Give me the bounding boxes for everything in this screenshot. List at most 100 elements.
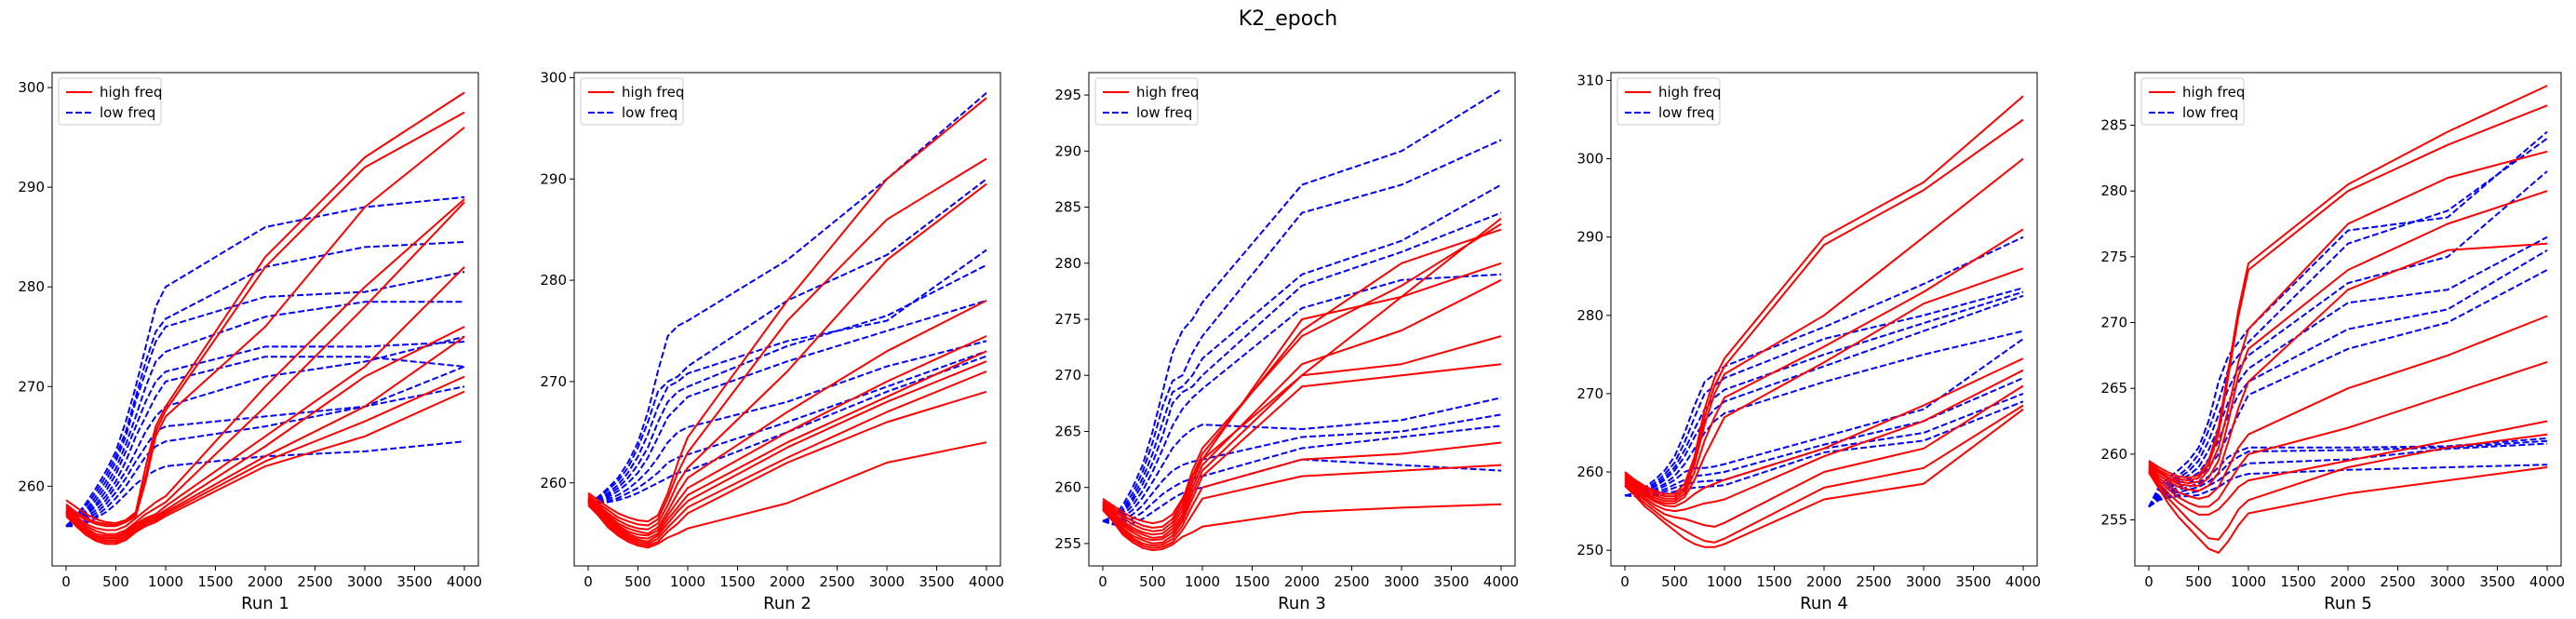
high-freq-line-1 <box>1102 217 1502 525</box>
high-freq-line-2 <box>587 157 987 527</box>
low-freq-line-3 <box>587 249 987 505</box>
high-freq-line-4 <box>65 198 465 532</box>
x-tick-label: 500 <box>2185 573 2212 590</box>
legend-box <box>58 77 162 126</box>
y-tick-label: 280 <box>1054 255 1081 272</box>
high-freq-line-10 <box>1102 503 1502 552</box>
high-freq-line-3 <box>587 182 987 531</box>
x-tick-label: 0 <box>1098 573 1107 590</box>
low-freq-line-1 <box>65 195 465 527</box>
high-freq-line-10 <box>1624 408 2024 548</box>
y-tick-label: 265 <box>2100 380 2127 397</box>
x-tick-label: 1500 <box>197 573 233 590</box>
legend-box <box>1094 77 1199 126</box>
high-freq-line-4 <box>1624 228 2024 503</box>
x-tick-label: 1500 <box>2280 573 2315 590</box>
x-tick-label: 2000 <box>248 573 283 590</box>
y-tick-label: 290 <box>1054 142 1081 159</box>
subplot-run-1: 0 500 1000 1500 2000 2500 3000 3500 4000 260 270 28… <box>18 72 482 613</box>
y-tick-label: 285 <box>2100 117 2127 134</box>
low-freq-line-7 <box>588 350 987 505</box>
x-tick-label: 3000 <box>2430 573 2465 590</box>
high-freq-line-8 <box>587 370 987 545</box>
y-tick-label: 300 <box>540 69 567 86</box>
series-lines <box>1102 88 1502 552</box>
high-freq-line-2 <box>65 111 465 527</box>
y-tick-label: 290 <box>1576 229 1603 246</box>
high-freq-line-2 <box>2148 104 2548 482</box>
x-axis-label: Run 2 <box>763 594 812 613</box>
high-freq-line-4 <box>1102 262 1502 536</box>
legend-high-label: high freq <box>1658 84 1721 101</box>
high-freq-line-1 <box>2148 85 2548 479</box>
y-tick-label: 270 <box>2100 315 2127 331</box>
legend-box <box>1617 77 1721 126</box>
high-freq-line-9 <box>587 390 987 547</box>
legend-high-label: high freq <box>2182 84 2245 101</box>
high-freq-line-6 <box>587 350 987 540</box>
legend-box <box>2140 77 2245 126</box>
legend-low-label: low freq <box>100 104 155 121</box>
y-tick-label: 260 <box>1054 479 1081 496</box>
legend-low-label: low freq <box>622 104 678 121</box>
high-freq-line-10 <box>587 441 987 549</box>
x-tick-label: 4000 <box>2529 573 2565 590</box>
high-freq-line-5 <box>1102 278 1502 539</box>
x-tick-label: 4000 <box>2006 573 2041 590</box>
y-tick-label: 250 <box>1576 542 1603 558</box>
high-freq-line-6 <box>65 266 465 537</box>
y-tick-label: 260 <box>18 478 45 494</box>
high-freq-line-8 <box>1624 384 2024 528</box>
high-freq-line-7 <box>1624 369 2024 513</box>
high-freq-line-3 <box>1102 228 1502 532</box>
x-tick-label: 2000 <box>2330 573 2366 590</box>
y-tick-label: 270 <box>540 373 567 390</box>
low-freq-line-2 <box>2148 137 2548 507</box>
legend: high freq low freq <box>580 77 684 126</box>
y-tick-label: 310 <box>1576 72 1603 88</box>
subplot-panels: 0 500 1000 1500 2000 2500 3000 3500 400026027028… <box>18 69 2565 613</box>
low-freq-line-7 <box>65 335 465 528</box>
legend: high freq low freq <box>1094 77 1199 126</box>
x-tick-label: 1500 <box>719 573 755 590</box>
y-tick-label: 280 <box>540 272 567 289</box>
high-freq-line-2 <box>1102 222 1502 529</box>
y-tick-label: 295 <box>1054 87 1081 103</box>
y-tick-label: 270 <box>1576 385 1603 402</box>
legend: high freq low freq <box>2140 77 2245 126</box>
y-tick-label: 285 <box>1054 199 1081 216</box>
x-axis-label: Run 4 <box>1800 594 1848 613</box>
x-axis-label: Run 1 <box>241 594 289 613</box>
high-freq-line-9 <box>65 375 465 544</box>
legend-low-label: low freq <box>1136 104 1192 121</box>
y-tick-label: 275 <box>2100 249 2127 265</box>
subplot-run-5: 0 500 1000 1500 2000 2500 3000 3500 4000 255 260 26… <box>2100 72 2565 613</box>
y-tick-label: 300 <box>18 79 45 96</box>
high-freq-line-1 <box>65 91 465 524</box>
low-freq-line-1 <box>587 92 987 505</box>
x-tick-label: 3500 <box>1955 573 1991 590</box>
x-tick-label: 1000 <box>1185 573 1220 590</box>
y-tick-label: 275 <box>1054 311 1081 328</box>
high-freq-line-7 <box>587 360 987 543</box>
series-lines <box>587 92 987 549</box>
legend-box <box>580 77 684 126</box>
low-freq-line-4 <box>587 263 987 505</box>
high-freq-line-1 <box>1624 95 2024 495</box>
high-freq-line-8 <box>1102 441 1502 547</box>
high-freq-line-8 <box>2148 420 2548 516</box>
high-freq-line-9 <box>1624 404 2024 544</box>
y-tick-label: 260 <box>2100 446 2127 463</box>
high-freq-line-3 <box>1624 157 2024 500</box>
x-tick-label: 1000 <box>670 573 705 590</box>
x-tick-label: 1000 <box>2231 573 2266 590</box>
y-tick-label: 260 <box>540 475 567 491</box>
x-tick-label: 0 <box>584 573 593 590</box>
low-freq-line-10 <box>66 440 465 528</box>
x-axis-label: Run 5 <box>2324 594 2372 613</box>
low-freq-line-6 <box>587 340 987 505</box>
x-tick-label: 3500 <box>396 573 432 590</box>
legend: high freq low freq <box>1617 77 1721 126</box>
y-tick-label: 280 <box>1576 307 1603 324</box>
high-freq-line-9 <box>1102 464 1502 549</box>
